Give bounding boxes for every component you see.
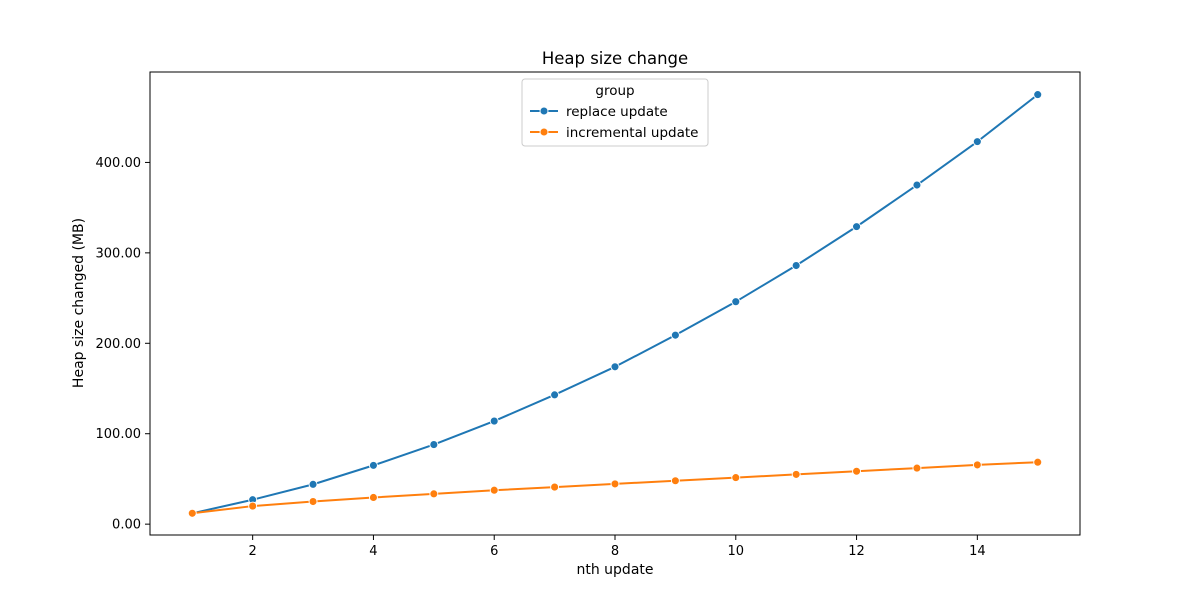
data-point-incremental-update — [248, 501, 258, 511]
y-tick-label: 100.00 — [96, 427, 142, 442]
legend-box — [521, 78, 709, 147]
data-point-replace-update — [489, 416, 499, 426]
data-point-replace-update — [912, 180, 922, 190]
legend-swatch-marker — [539, 106, 549, 116]
data-point-incremental-update — [610, 479, 620, 489]
x-tick-label: 4 — [369, 544, 377, 559]
data-point-replace-update — [308, 479, 318, 489]
x-tick-label: 8 — [611, 544, 619, 559]
y-axis-title: Heap size changed (MB) — [71, 218, 87, 388]
data-point-incremental-update — [1033, 457, 1043, 467]
data-point-replace-update — [791, 261, 801, 270]
y-tick-label: 0.00 — [112, 518, 141, 533]
y-tick-label: 300.00 — [96, 246, 142, 261]
x-tick-label: 10 — [728, 544, 745, 559]
legend-title: group — [595, 83, 634, 99]
data-point-incremental-update — [429, 489, 439, 499]
data-point-incremental-update — [731, 473, 741, 483]
data-point-incremental-update — [852, 466, 862, 476]
chart-title: Heap size change — [542, 49, 688, 68]
legend-swatch-marker — [539, 127, 549, 137]
legend-label: incremental update — [566, 125, 698, 141]
data-point-incremental-update — [550, 482, 560, 492]
data-point-incremental-update — [791, 469, 801, 479]
data-point-replace-update — [429, 440, 439, 450]
plot-area: 2 4 6 8 10 12 14 0.00 100.00 200.00 300.00 400.00 — [96, 71, 1081, 559]
y-tick-label: 200.00 — [96, 337, 142, 352]
x-axis-title: nth update — [576, 562, 653, 578]
data-point-incremental-update — [489, 485, 499, 495]
data-point-replace-update — [731, 297, 741, 307]
data-point-incremental-update — [912, 463, 922, 473]
data-point-replace-update — [1033, 90, 1043, 100]
legend: group replace update incremental update — [521, 78, 709, 147]
data-point-incremental-update — [368, 493, 378, 502]
data-point-incremental-update — [308, 497, 318, 506]
data-point-incremental-update — [972, 460, 982, 470]
data-point-replace-update — [972, 137, 982, 147]
x-tick-label: 6 — [490, 544, 498, 559]
x-tick-label: 14 — [969, 544, 986, 559]
data-point-incremental-update — [187, 508, 197, 518]
data-point-incremental-update — [670, 476, 680, 486]
data-point-replace-update — [610, 362, 620, 372]
data-point-replace-update — [852, 222, 862, 232]
legend-label: replace update — [566, 104, 668, 120]
y-tick-label: 400.00 — [96, 156, 142, 171]
x-tick-label: 2 — [249, 544, 257, 559]
data-point-replace-update — [368, 460, 378, 470]
data-point-replace-update — [550, 390, 560, 400]
data-point-replace-update — [670, 330, 680, 340]
x-tick-label: 12 — [848, 544, 865, 559]
